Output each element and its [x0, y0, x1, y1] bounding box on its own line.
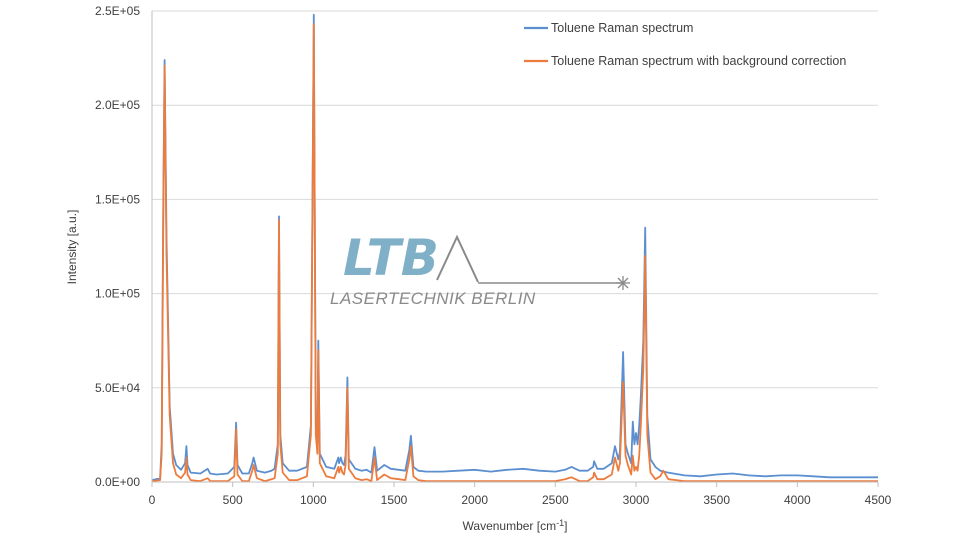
series-group — [151, 13, 878, 483]
legend-label-corrected: Toluene Raman spectrum with background c… — [551, 54, 846, 68]
y-tick-label: 2.5E+05 — [95, 4, 140, 18]
x-tick-label: 0 — [149, 493, 156, 507]
y-tick-label: 1.5E+05 — [95, 192, 140, 206]
logo-star-icon — [616, 276, 630, 290]
logo-triangle — [436, 234, 479, 283]
y-tick-label: 1.0E+05 — [95, 287, 140, 301]
x-tick-label: 4500 — [865, 493, 892, 507]
legend: Toluene Raman spectrum Toluene Raman spe… — [524, 21, 846, 68]
x-tick-label: 2000 — [461, 493, 488, 507]
series-corrected-spectrum-line — [151, 23, 878, 483]
logo-mark-text: LTB — [343, 229, 439, 287]
x-tick-label: 3500 — [703, 493, 730, 507]
legend-label-raw: Toluene Raman spectrum — [551, 21, 693, 35]
y-tick-label: 2.0E+05 — [95, 98, 140, 112]
x-tick-label: 1000 — [300, 493, 327, 507]
grid-lines — [152, 10, 878, 389]
y-tick-label: 0.0E+00 — [95, 475, 140, 489]
x-axis-title: Wavenumber [cm-1] — [463, 518, 568, 533]
ltb-logo-watermark: LTB LASERTECHNIK BERLIN — [330, 229, 630, 308]
x-tick-labels: 0 500 1000 1500 2000 2500 3000 3500 4000 4500 — [149, 493, 892, 507]
x-tick-label: 2500 — [542, 493, 569, 507]
logo-subtitle-text: LASERTECHNIK BERLIN — [330, 289, 536, 308]
x-tick-label: 500 — [223, 493, 243, 507]
x-tick-label: 3000 — [623, 493, 650, 507]
axes — [151, 11, 879, 487]
y-axis-title: Intensity [a.u.] — [65, 210, 79, 285]
x-tick-label: 4000 — [784, 493, 811, 507]
x-tick-label: 1500 — [381, 493, 408, 507]
series-raw-spectrum-line — [151, 13, 878, 481]
y-tick-labels: 0.0E+00 5.0E+04 1.0E+05 1.5E+05 2.0E+05 2.5E+… — [95, 4, 140, 489]
y-tick-label: 5.0E+04 — [95, 381, 140, 395]
